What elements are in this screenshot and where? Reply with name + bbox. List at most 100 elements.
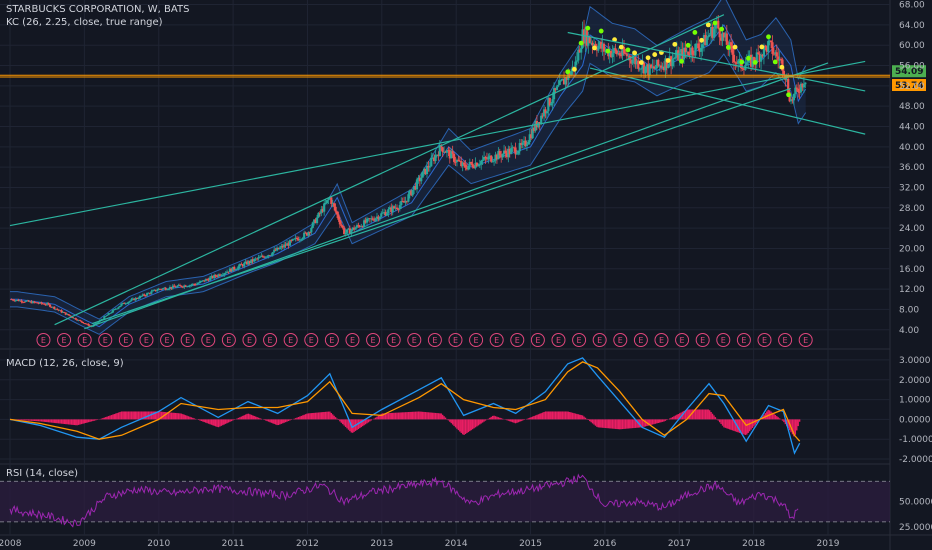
candle-body: [163, 287, 166, 289]
candle-body: [405, 200, 409, 202]
candle-body: [749, 54, 753, 67]
candle-body: [474, 162, 477, 169]
signal-dot: [786, 92, 791, 98]
candle-body: [211, 275, 214, 279]
candle-body: [759, 54, 763, 62]
candle-body: [370, 218, 373, 220]
candle-body: [307, 232, 310, 236]
candle-body: [692, 54, 696, 56]
candle-body: [734, 62, 737, 64]
candle-body: [508, 148, 511, 154]
candle-body: [774, 52, 777, 55]
earnings-marker: [139, 333, 154, 347]
signal-dot: [746, 55, 751, 61]
candle-body: [711, 26, 714, 38]
candle-body: [654, 68, 657, 70]
candle-body: [76, 319, 79, 321]
candle-body: [782, 70, 786, 75]
candle-body: [194, 284, 197, 286]
candle-body: [601, 43, 604, 49]
macd-tick-label: 0.0000: [899, 415, 931, 425]
candle-body: [672, 58, 676, 60]
candle-body: [762, 45, 766, 57]
x-tick-label: 2019: [817, 539, 840, 549]
candle-body: [478, 164, 481, 166]
horizontal-levels[interactable]: 54.09 53.74: [0, 65, 926, 92]
earnings-marker: [283, 333, 298, 347]
earnings-marker-label: E: [371, 336, 376, 345]
candle-body: [187, 286, 190, 288]
candle-body: [350, 229, 353, 234]
candle-body: [384, 212, 387, 216]
candle-body: [710, 26, 713, 35]
candle-body: [702, 35, 706, 45]
candle-body: [64, 312, 67, 315]
candle-body: [472, 167, 476, 169]
candle-body: [310, 227, 313, 233]
earnings-marker-label: E: [103, 336, 108, 345]
candle-body: [41, 303, 44, 305]
price-tick-label: 28.00: [899, 204, 925, 214]
candle-body: [254, 258, 257, 260]
candle-body: [156, 290, 159, 292]
candle-body: [431, 157, 434, 159]
candle-body: [625, 53, 628, 57]
candle-body: [651, 66, 654, 68]
candle-body: [371, 218, 374, 220]
price-tick-label: 8.00: [899, 305, 919, 315]
candle-body: [168, 287, 172, 290]
signal-dot: [618, 44, 624, 50]
earnings-marker-label: E: [412, 336, 417, 345]
candle-body: [658, 65, 661, 67]
candle-body: [395, 207, 399, 209]
candle-body: [46, 303, 49, 305]
macd-tick-label: 2.0000: [899, 376, 931, 386]
candle-body: [197, 282, 200, 284]
candle-body: [334, 206, 337, 212]
price-tick-label: 68.00: [899, 1, 925, 11]
x-tick-label: 2008: [0, 539, 22, 549]
candle-body: [143, 294, 146, 296]
candle-body: [700, 47, 703, 52]
candle-body: [86, 323, 89, 325]
trendlines[interactable]: [9, 14, 866, 330]
candle-body: [118, 305, 122, 308]
earnings-marker-label: E: [515, 336, 520, 345]
candle-body: [107, 313, 110, 316]
candle-body: [320, 209, 323, 214]
candle-body: [267, 255, 270, 257]
earnings-marker-label: E: [618, 336, 623, 345]
candle-body: [515, 153, 519, 155]
candle-body: [761, 54, 764, 57]
candle-body: [787, 78, 790, 93]
candle-body: [598, 42, 601, 46]
earnings-marker-label: E: [494, 336, 499, 345]
earnings-marker: [77, 333, 92, 347]
candle-body: [324, 202, 327, 204]
candle-body: [250, 259, 253, 263]
candle-body: [81, 321, 84, 324]
candle-body: [491, 161, 494, 163]
candle-body: [225, 271, 229, 273]
candle-body: [24, 301, 27, 302]
candle-body: [722, 32, 726, 38]
candle-body: [131, 298, 134, 300]
earnings-marker-label: E: [185, 336, 190, 345]
candle-body: [183, 285, 186, 288]
price-series: [10, 15, 807, 328]
candle-body: [717, 20, 720, 29]
candle-body: [582, 29, 586, 44]
candle-body: [657, 59, 660, 66]
candle-body: [116, 308, 119, 310]
candle-body: [375, 216, 379, 219]
signal-dot: [719, 26, 725, 32]
candle-body: [178, 284, 182, 286]
candle-body: [580, 48, 583, 53]
candle-body: [136, 297, 139, 299]
candle-body: [261, 255, 264, 257]
earnings-marker: [221, 333, 236, 347]
candle-body: [547, 97, 550, 112]
candle-body: [290, 240, 293, 242]
